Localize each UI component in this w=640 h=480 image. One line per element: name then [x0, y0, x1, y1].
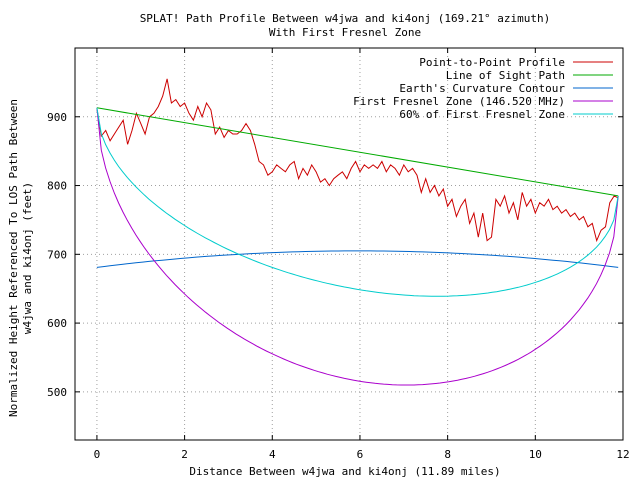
y-tick-label: 900	[47, 111, 67, 124]
y-axis-label-line2: w4jwa and ki4onj (feet)	[21, 182, 34, 334]
legend-label: Earth's Curvature Contour	[399, 82, 565, 95]
series-line-earth-s-curvature-contour	[96, 250, 619, 268]
x-tick-label: 0	[94, 448, 101, 461]
y-tick-label: 600	[47, 317, 67, 330]
chart-subtitle: With First Fresnel Zone	[269, 26, 421, 39]
chart-title: SPLAT! Path Profile Between w4jwa and ki…	[140, 12, 551, 25]
y-axis-label-line1: Normalized Height Referenced To LOS Path…	[7, 99, 20, 417]
series-line-line-of-sight-path	[96, 107, 619, 197]
legend-label: Line of Sight Path	[446, 69, 565, 82]
plot-frame	[74, 47, 624, 441]
series-line-point-to-point-profile	[96, 78, 619, 243]
legend-label: Point-to-Point Profile	[419, 56, 565, 69]
x-tick-label: 6	[357, 448, 364, 461]
series-line-first-fresnel-zone-146-520-mhz	[96, 107, 619, 386]
x-axis-label: Distance Between w4jwa and ki4onj (11.89…	[189, 465, 500, 478]
y-tick-label: 700	[47, 248, 67, 261]
legend-label: 60% of First Fresnel Zone	[399, 108, 565, 121]
series-group	[96, 78, 619, 386]
x-tick-label: 10	[529, 448, 542, 461]
x-tick-label: 2	[181, 448, 188, 461]
series-line-60-of-first-fresnel-zone	[96, 107, 619, 297]
x-tick-label: 12	[616, 448, 629, 461]
x-tick-label: 4	[269, 448, 276, 461]
x-tick-label: 8	[444, 448, 451, 461]
y-tick-label: 500	[47, 386, 67, 399]
y-tick-label: 800	[47, 180, 67, 193]
legend-label: First Fresnel Zone (146.520 MHz)	[353, 95, 565, 108]
axis-ticks: 0 2 4 6 8 10 12 500 600 700 800 900	[47, 48, 630, 461]
